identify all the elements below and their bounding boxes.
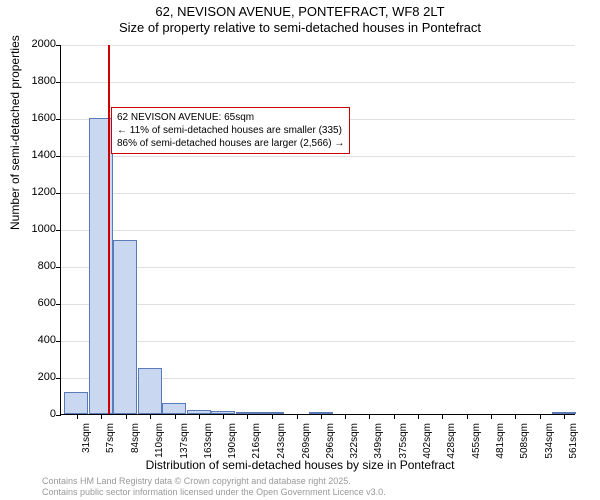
xtick-mark: [150, 414, 151, 419]
grid-line: [61, 341, 575, 342]
xtick-mark: [101, 414, 102, 419]
x-axis-label: Distribution of semi-detached houses by …: [0, 458, 600, 472]
ytick-label: 600: [21, 297, 56, 309]
ytick-mark: [56, 378, 61, 379]
xtick-mark: [199, 414, 200, 419]
grid-line: [61, 230, 575, 231]
xtick-mark: [442, 414, 443, 419]
histogram-bar: [236, 412, 260, 414]
ytick-mark: [56, 267, 61, 268]
xtick-mark: [297, 414, 298, 419]
ytick-label: 400: [21, 334, 56, 346]
xtick-mark: [564, 414, 565, 419]
ytick-label: 2000: [21, 38, 56, 50]
annotation-line2: ← 11% of semi-detached houses are smalle…: [117, 124, 344, 137]
xtick-mark: [272, 414, 273, 419]
ytick-label: 1600: [21, 112, 56, 124]
histogram-bar: [113, 240, 137, 414]
ytick-mark: [56, 341, 61, 342]
ytick-label: 1000: [21, 223, 56, 235]
plot-area: 62 NEVISON AVENUE: 65sqm ← 11% of semi-d…: [60, 45, 575, 415]
ytick-label: 1400: [21, 149, 56, 161]
chart-container: 62, NEVISON AVENUE, PONTEFRACT, WF8 2LT …: [0, 0, 600, 500]
annotation-box: 62 NEVISON AVENUE: 65sqm ← 11% of semi-d…: [111, 107, 350, 154]
annotation-line1: 62 NEVISON AVENUE: 65sqm: [117, 111, 344, 124]
xtick-mark: [540, 414, 541, 419]
ytick-label: 200: [21, 371, 56, 383]
ytick-mark: [56, 230, 61, 231]
chart-title-sub: Size of property relative to semi-detach…: [0, 20, 600, 35]
xtick-mark: [321, 414, 322, 419]
histogram-bar: [162, 403, 186, 414]
footer-text: Contains HM Land Registry data © Crown c…: [42, 476, 386, 498]
grid-line: [61, 156, 575, 157]
ytick-mark: [56, 415, 61, 416]
grid-line: [61, 45, 575, 46]
xtick-mark: [175, 414, 176, 419]
histogram-bar: [138, 368, 162, 414]
xtick-mark: [247, 414, 248, 419]
xtick-mark: [515, 414, 516, 419]
ytick-mark: [56, 304, 61, 305]
ytick-mark: [56, 82, 61, 83]
marker-line: [108, 45, 110, 414]
grid-line: [61, 82, 575, 83]
chart-title-main: 62, NEVISON AVENUE, PONTEFRACT, WF8 2LT: [0, 4, 600, 19]
ytick-mark: [56, 193, 61, 194]
ytick-label: 1800: [21, 75, 56, 87]
xtick-mark: [223, 414, 224, 419]
grid-line: [61, 304, 575, 305]
y-axis-label: Number of semi-detached properties: [8, 35, 22, 230]
ytick-mark: [56, 45, 61, 46]
xtick-mark: [491, 414, 492, 419]
histogram-bar: [64, 392, 88, 414]
xtick-mark: [394, 414, 395, 419]
xtick-mark: [467, 414, 468, 419]
xtick-mark: [345, 414, 346, 419]
grid-line: [61, 267, 575, 268]
grid-line: [61, 193, 575, 194]
ytick-mark: [56, 156, 61, 157]
footer-line2: Contains public sector information licen…: [42, 487, 386, 498]
ytick-label: 0: [21, 408, 56, 420]
xtick-mark: [77, 414, 78, 419]
xtick-mark: [126, 414, 127, 419]
footer-line1: Contains HM Land Registry data © Crown c…: [42, 476, 386, 487]
ytick-mark: [56, 119, 61, 120]
annotation-line3: 86% of semi-detached houses are larger (…: [117, 137, 344, 150]
ytick-label: 1200: [21, 186, 56, 198]
xtick-mark: [369, 414, 370, 419]
ytick-label: 800: [21, 260, 56, 272]
xtick-mark: [418, 414, 419, 419]
